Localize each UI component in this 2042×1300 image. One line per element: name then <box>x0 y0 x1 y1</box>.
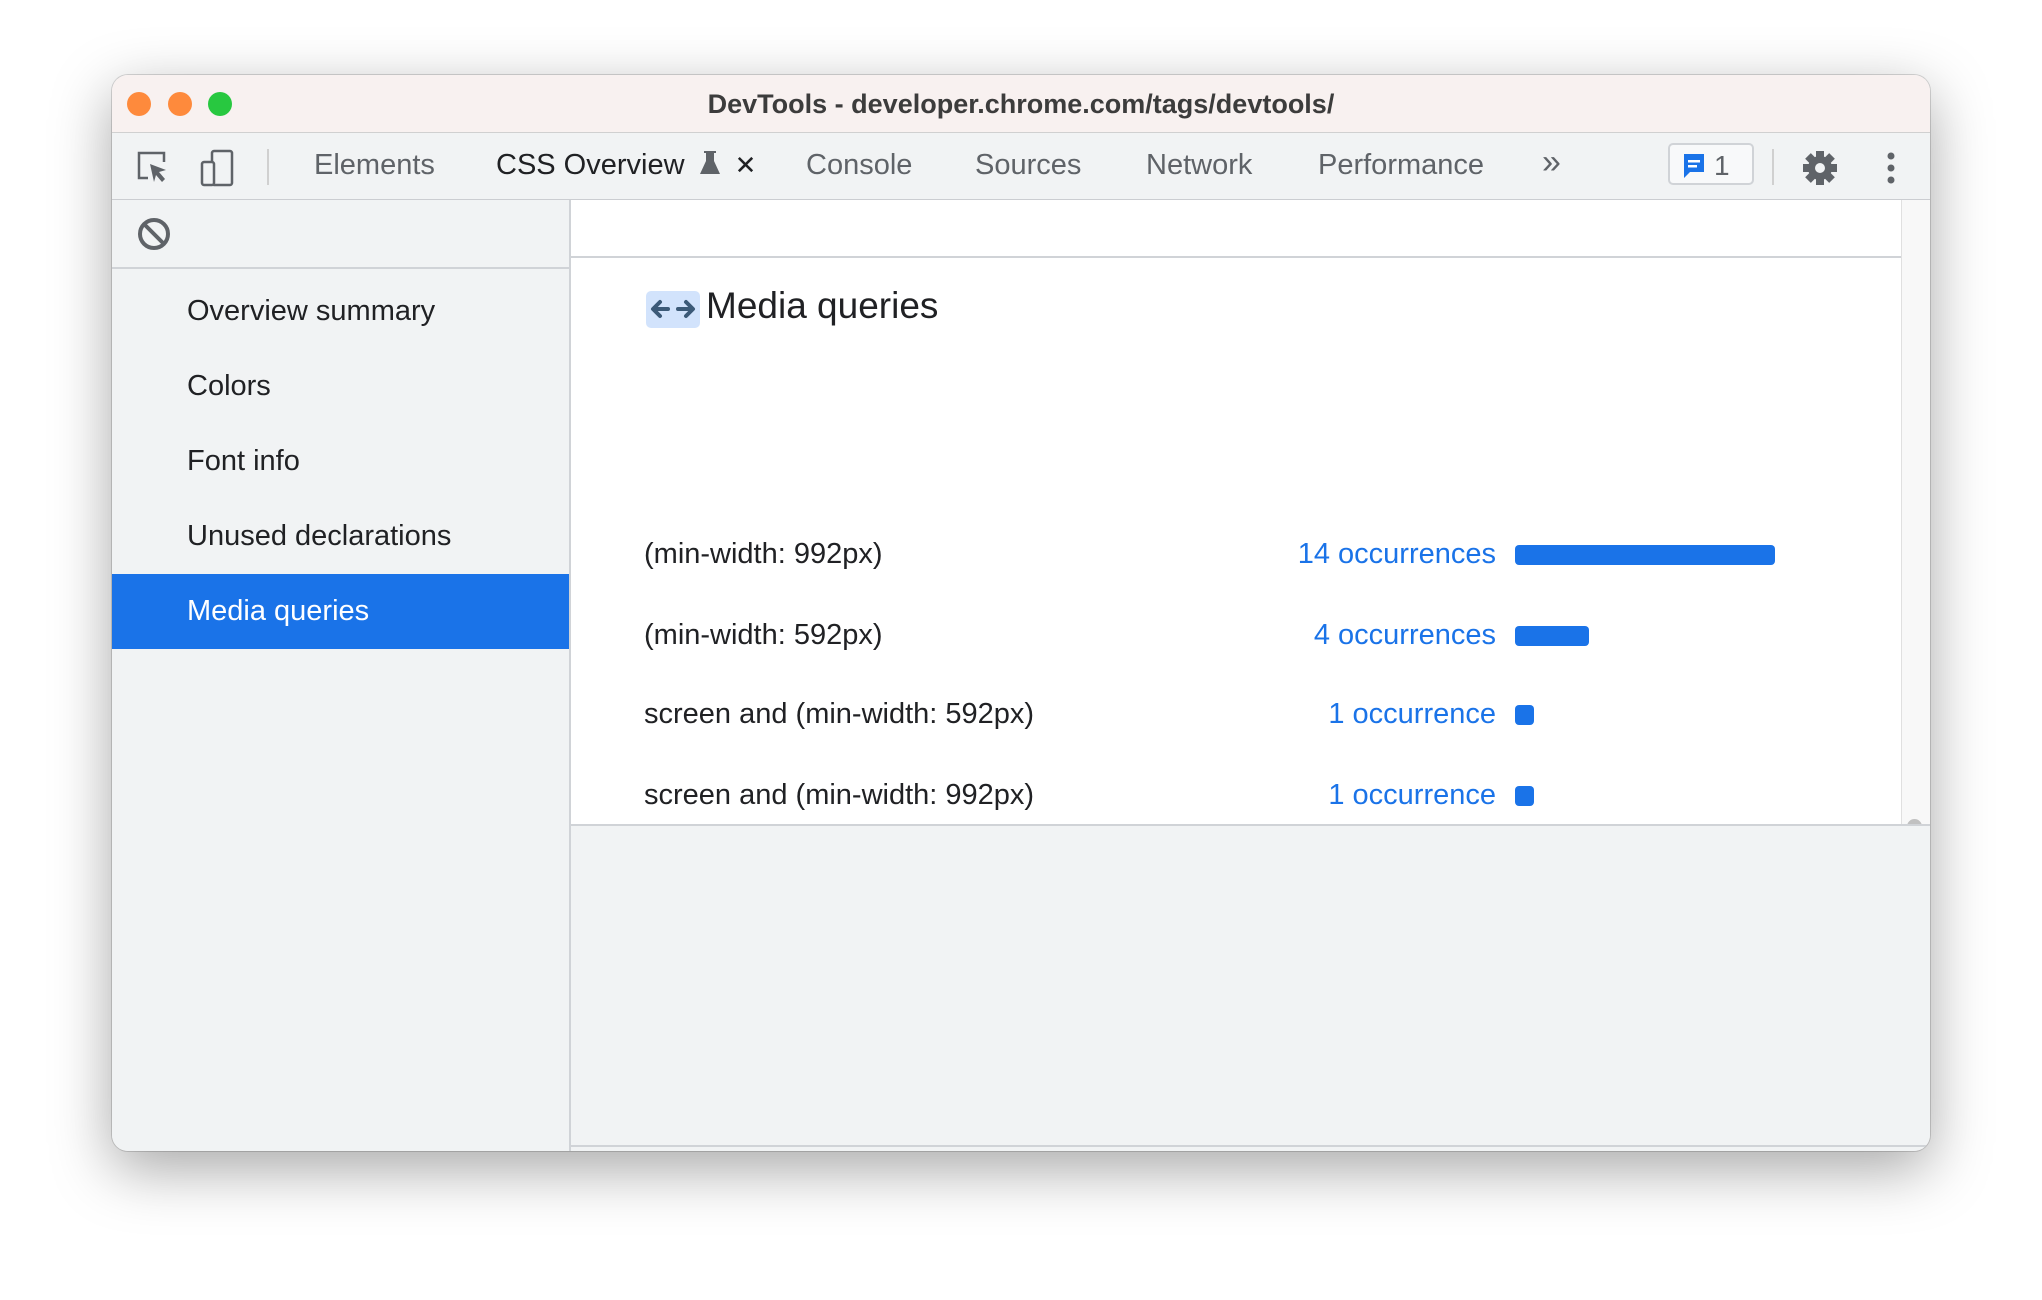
devtools-window: DevTools - developer.chrome.com/tags/dev… <box>112 75 1930 1151</box>
device-toolbar-icon[interactable] <box>198 148 238 188</box>
occurrence-bar <box>1515 545 1775 565</box>
media-query-text: screen and (min-width: 992px) <box>644 779 1035 811</box>
occurrences-link[interactable]: 1 occurrence <box>1328 698 1496 730</box>
window-title: DevTools - developer.chrome.com/tags/dev… <box>707 89 1335 119</box>
section-title: Media queries <box>706 285 939 326</box>
issues-button[interactable]: 1 <box>1668 143 1754 185</box>
occurrence-bar <box>1515 705 1534 725</box>
occurrences-link[interactable]: 14 occurrences <box>1297 538 1496 570</box>
sidebar-item-unused-declarations[interactable]: Unused declarations <box>187 520 452 552</box>
occurrence-bar <box>1515 626 1590 646</box>
issues-message-icon <box>1682 152 1706 185</box>
inspect-element-icon[interactable] <box>134 148 174 188</box>
block-icon[interactable] <box>136 216 172 257</box>
toolbar-divider <box>1772 149 1774 185</box>
media-query-text: (min-width: 992px) <box>644 538 883 570</box>
occurrences-link[interactable]: 4 occurrences <box>1313 619 1496 651</box>
divider <box>571 1145 1930 1147</box>
zoom-window-button[interactable] <box>208 92 232 116</box>
kebab-menu-icon[interactable] <box>1871 148 1911 188</box>
css-overview-sidebar: Overview summary Colors Font info Unused… <box>112 200 571 1151</box>
sidebar-toolbar <box>112 200 569 269</box>
experiment-flask-icon <box>699 149 721 185</box>
occurrence-bar <box>1515 786 1534 806</box>
toolbar-divider <box>267 149 269 185</box>
minimize-window-button[interactable] <box>168 92 192 116</box>
media-query-row: (min-width: 992px) 14 occurrences <box>571 534 1901 574</box>
sidebar-item-overview-summary[interactable]: Overview summary <box>187 295 436 327</box>
title-bar: DevTools - developer.chrome.com/tags/dev… <box>112 75 1930 133</box>
media-query-row: (min-width: 592px) 4 occurrences <box>571 615 1901 655</box>
media-query-row: screen and (min-width: 592px) 1 occurrenc… <box>571 694 1901 734</box>
issues-count: 1 <box>1714 150 1730 181</box>
media-query-text: screen and (min-width: 592px) <box>644 698 1035 730</box>
sidebar-item-media-queries[interactable]: Media queries <box>112 574 569 649</box>
tab-console[interactable]: Console <box>806 149 913 181</box>
sidebar-item-colors[interactable]: Colors <box>187 370 271 402</box>
occurrences-link[interactable]: 1 occurrence <box>1328 779 1496 811</box>
more-tabs-icon[interactable]: » <box>1542 143 1561 181</box>
devtools-toolbar: Elements CSS Overview ✕ Console Sources … <box>112 133 1930 257</box>
media-query-row: screen and (min-width: 992px) 1 occurrenc… <box>571 775 1901 815</box>
panel-footer <box>571 824 1930 1151</box>
panel-top-strip <box>571 200 1901 258</box>
media-query-text: (min-width: 592px) <box>644 619 883 651</box>
tab-elements[interactable]: Elements <box>314 149 435 181</box>
close-tab-icon[interactable]: ✕ <box>734 151 757 181</box>
tab-css-overview-label: CSS Overview <box>496 149 685 181</box>
tab-performance[interactable]: Performance <box>1318 149 1485 181</box>
scrollbar[interactable] <box>1901 200 1930 824</box>
close-window-button[interactable] <box>127 92 151 116</box>
sidebar-item-font-info[interactable]: Font info <box>187 445 300 477</box>
media-queries-panel: Media queries (min-width: 992px) 14 occur… <box>571 200 1901 1051</box>
arrows-left-right-icon <box>646 291 700 328</box>
tab-css-overview[interactable]: CSS Overview ✕ <box>496 149 756 185</box>
tab-network[interactable]: Network <box>1146 149 1253 181</box>
gear-icon[interactable] <box>1800 148 1840 188</box>
tab-sources[interactable]: Sources <box>975 149 1082 181</box>
